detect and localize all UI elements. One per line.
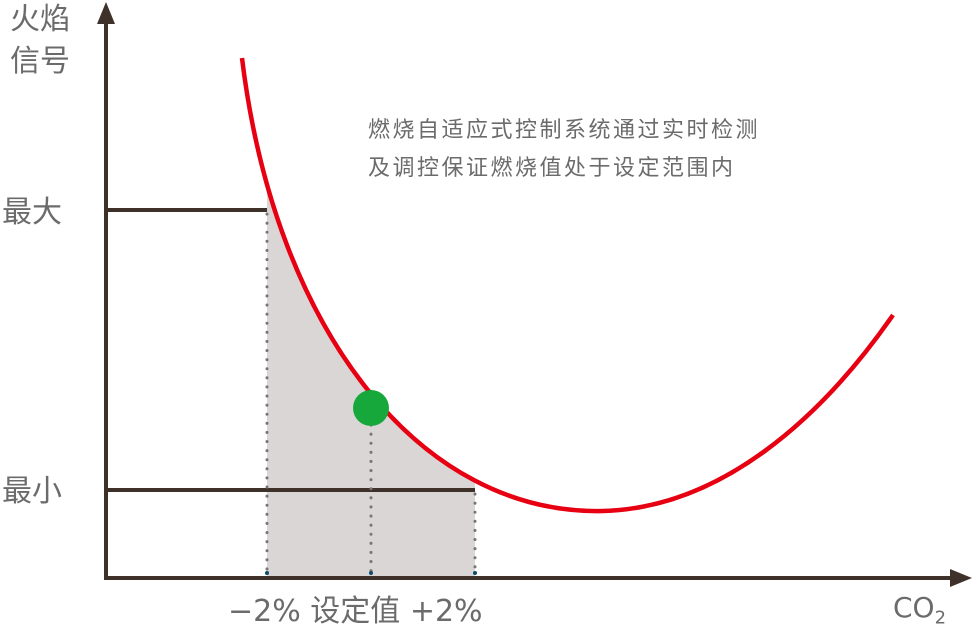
annotation-line2: 及调控保证燃烧值处于设定范围内 — [368, 156, 736, 181]
tick-setpoint — [369, 571, 373, 575]
y-axis-label-line2: 信号 — [10, 44, 70, 79]
subscript-2: 2 — [934, 607, 947, 629]
tick-plus — [473, 571, 477, 575]
minus-2-label: −2% — [228, 594, 301, 629]
max-label: 最大 — [2, 195, 62, 230]
setpoint-label: 设定值 — [310, 594, 401, 629]
x-axis-label: CO2 — [893, 590, 946, 637]
y-axis-label-line1: 火焰 — [10, 2, 70, 37]
x-axis-arrow-icon — [950, 569, 972, 587]
annotation-line1: 燃烧自适应式控制系统通过实时检测 — [368, 118, 761, 143]
tick-minus — [265, 571, 269, 575]
flame-curve — [239, 57, 895, 514]
plus-2-label: +2% — [409, 594, 483, 629]
co-text: CO — [893, 591, 935, 624]
min-label: 最小 — [2, 474, 62, 509]
y-axis-arrow-icon — [97, 2, 115, 24]
x-marks: −2% 设定值 +2% — [228, 594, 483, 630]
setpoint-dot — [353, 390, 389, 426]
